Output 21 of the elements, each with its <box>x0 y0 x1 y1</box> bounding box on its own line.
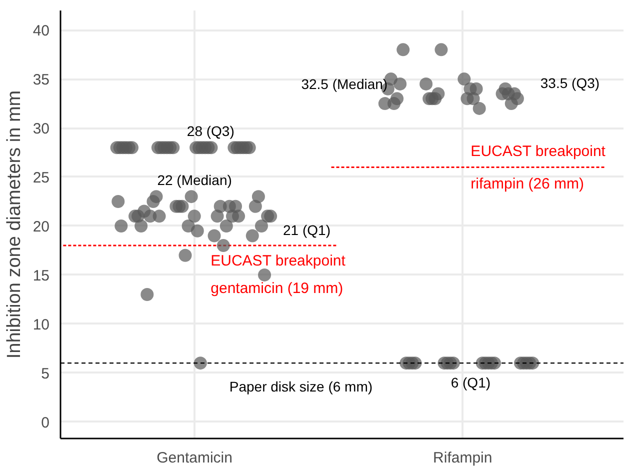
annotation: 21 (Q1) <box>283 222 330 238</box>
ref-line-label: EUCAST breakpoint gentamicin (19 mm) <box>210 252 346 298</box>
y-axis-title: Inhibition zone diameters in mm <box>4 90 25 359</box>
y-tick-label: 30 <box>32 120 50 138</box>
annotation: 22 (Median) <box>157 172 232 188</box>
ref-line-label: EUCAST breakpoint rifampin (26 mm) <box>470 143 606 192</box>
y-tick-label: 0 <box>41 414 50 432</box>
annotation: 33.5 (Q3) <box>540 74 600 91</box>
annotation: 6 (Q1) <box>450 374 491 391</box>
y-tick-label: 35 <box>32 72 50 89</box>
y-tick-label: 40 <box>32 22 50 40</box>
annotation: 28 (Q3) <box>186 122 234 139</box>
y-tick-label: 10 <box>32 316 50 334</box>
x-tick-label: Gentamicin <box>156 450 232 466</box>
x-tick-label: Rifampin <box>433 450 492 466</box>
y-tick-label: 25 <box>32 170 50 186</box>
annotation: 32.5 (Median) <box>301 76 388 92</box>
y-tick-label: 20 <box>32 218 50 236</box>
y-tick-label: 5 <box>41 365 50 382</box>
ref-line-label: Paper disk size (6 mm) <box>229 378 373 395</box>
y-tick-label: 15 <box>32 267 50 284</box>
